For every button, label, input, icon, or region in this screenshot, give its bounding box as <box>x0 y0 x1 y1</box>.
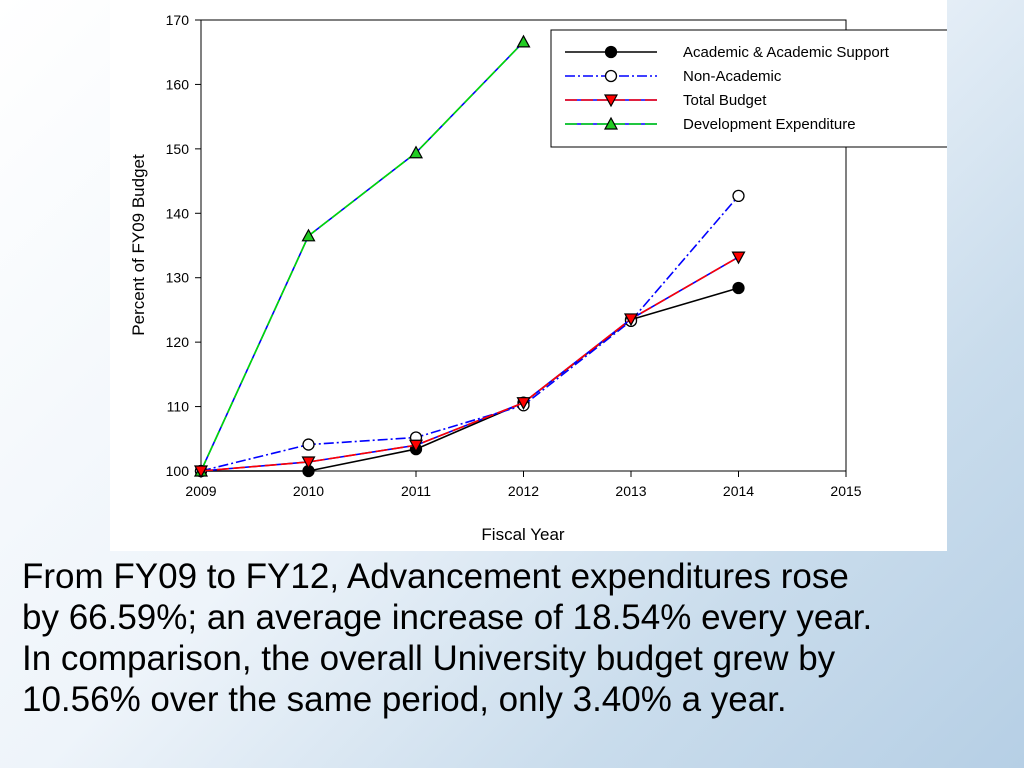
data-point <box>301 456 316 470</box>
legend-marker <box>603 116 619 130</box>
y-tick-label: 120 <box>166 334 190 350</box>
series-4 <box>193 34 531 477</box>
data-point <box>408 439 424 453</box>
legend-entry: Academic & Academic Support <box>565 44 890 61</box>
data-point <box>732 281 745 295</box>
x-tick-label: 2013 <box>615 483 646 499</box>
series-1 <box>194 281 745 478</box>
x-tick-label: 2014 <box>723 483 754 499</box>
series-line-base <box>200 41 525 472</box>
axes: 2009 2010 2011 2012 2013 2014 2015 100 110 120 130… <box>166 12 862 499</box>
x-axis-title: Fiscal Year <box>481 525 564 544</box>
x-tick-label: 2010 <box>293 483 324 499</box>
legend-label: Total Budget <box>683 92 767 109</box>
legend-label: Development Expenditure <box>683 116 856 133</box>
y-tick-label: 100 <box>166 463 190 479</box>
y-tick-label: 160 <box>166 76 190 92</box>
y-tick-label: 110 <box>167 399 190 415</box>
data-point <box>731 251 746 265</box>
caption-line: by 66.59%; an average increase of 18.54%… <box>22 598 873 637</box>
legend-marker <box>604 69 618 83</box>
data-point <box>732 189 745 203</box>
data-point <box>193 465 209 479</box>
chart-panel: 2009 2010 2011 2012 2013 2014 2015 100 110 120 130… <box>110 0 947 551</box>
line-chart: 2009 2010 2011 2012 2013 2014 2015 100 110 120 130… <box>129 12 947 544</box>
data-point <box>302 438 315 451</box>
legend-label: Academic & Academic Support <box>683 44 890 61</box>
data-point <box>408 145 424 159</box>
y-tick-label: 130 <box>166 270 190 286</box>
legend-frame <box>550 29 947 148</box>
series-line <box>200 195 740 472</box>
series-3 <box>193 251 746 479</box>
caption-line: 10.56% over the same period, only 3.40% … <box>22 680 787 719</box>
x-tick-label: 2011 <box>401 483 431 499</box>
caption-line: From FY09 to FY12, Advancement expenditu… <box>22 557 849 596</box>
series-layer <box>193 34 746 479</box>
legend-label: Non-Academic <box>683 68 782 85</box>
data-point <box>301 228 316 242</box>
data-point <box>623 313 639 327</box>
legend: Academic & Academic Support Non-Academic T… <box>550 29 947 148</box>
data-point <box>516 34 531 48</box>
caption-line: In comparison, the overall University bu… <box>22 639 836 678</box>
caption: From FY09 to FY12, Advancement expenditu… <box>22 556 1012 720</box>
legend-marker <box>603 94 619 108</box>
series-2 <box>194 189 745 478</box>
legend-entry: Non-Academic <box>565 68 782 85</box>
y-tick-label: 150 <box>166 141 190 157</box>
y-axis-title: Percent of FY09 Budget <box>129 154 148 336</box>
x-tick-label: 2015 <box>830 483 861 499</box>
x-tick-label: 2012 <box>508 483 539 499</box>
legend-entry: Total Budget <box>565 92 767 109</box>
legend-marker <box>604 45 618 59</box>
x-tick-label: 2009 <box>185 483 216 499</box>
series-line <box>200 256 739 472</box>
legend-entry: Development Expenditure <box>565 116 856 133</box>
data-point <box>516 397 531 410</box>
y-tick-label: 170 <box>166 12 190 28</box>
series-line <box>201 287 739 472</box>
y-tick-label: 140 <box>166 205 190 221</box>
series-line <box>200 41 525 472</box>
